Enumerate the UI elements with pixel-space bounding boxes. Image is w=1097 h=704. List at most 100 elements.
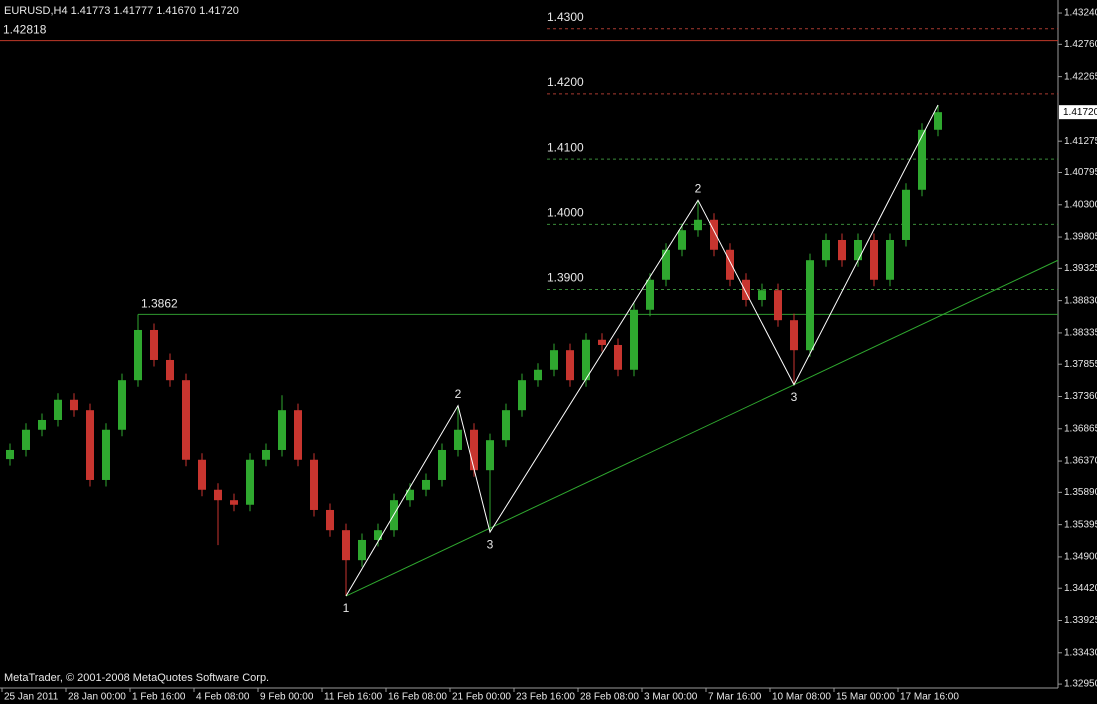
level-label: 1.4300 — [547, 10, 584, 24]
candle-body — [134, 329, 142, 381]
candle-body — [6, 449, 14, 460]
candle-body — [614, 344, 622, 370]
candle-body — [918, 129, 926, 190]
y-tick-label: 1.35395 — [1064, 519, 1097, 530]
x-tick-label: 10 Mar 08:00 — [772, 692, 831, 703]
x-tick-label: 11 Feb 16:00 — [324, 692, 383, 703]
wave-label: 3 — [791, 390, 798, 404]
x-tick-label: 28 Feb 08:00 — [580, 692, 639, 703]
candle-body — [262, 449, 270, 460]
y-tick-label: 1.36370 — [1064, 456, 1097, 467]
candle-body — [22, 429, 30, 450]
x-tick-label: 25 Jan 2011 — [4, 692, 59, 703]
candle-body — [502, 410, 510, 441]
candle-body — [566, 350, 574, 381]
y-tick-label: 1.35890 — [1064, 487, 1097, 498]
candle-body — [678, 230, 686, 250]
candle-body — [598, 339, 606, 345]
y-tick-label: 1.40300 — [1064, 199, 1097, 210]
candle-body — [86, 410, 94, 480]
x-tick-label: 16 Feb 08:00 — [388, 692, 447, 703]
candle-body — [758, 290, 766, 300]
candle-body — [934, 112, 942, 130]
wave-label: 1 — [343, 601, 350, 615]
candle-body — [694, 219, 702, 231]
chart-header: EURUSD,H4 1.41773 1.41777 1.41670 1.4172… — [4, 5, 239, 17]
candle-body — [38, 419, 46, 430]
y-tick-label: 1.43240 — [1064, 8, 1097, 19]
x-tick-label: 1 Feb 16:00 — [132, 692, 186, 703]
y-tick-label: 1.34420 — [1064, 583, 1097, 594]
candle-body — [886, 239, 894, 280]
y-tick-label: 1.42265 — [1064, 71, 1097, 82]
candle-body — [166, 359, 174, 381]
candle-body — [790, 320, 798, 351]
candle-body — [102, 429, 110, 480]
x-tick-label: 4 Feb 08:00 — [196, 692, 250, 703]
x-tick-label: 21 Feb 00:00 — [452, 692, 511, 703]
horizontal-line-label: 1.42818 — [3, 23, 47, 37]
copyright: MetaTrader, © 2001-2008 MetaQuotes Softw… — [4, 672, 269, 684]
candle-body — [246, 459, 254, 505]
y-tick-label: 1.39325 — [1064, 263, 1097, 274]
candle-body — [854, 239, 862, 261]
candle-body — [150, 329, 158, 360]
candle-body — [742, 279, 750, 300]
candle-body — [214, 489, 222, 501]
wave-line — [345, 104, 939, 597]
candle-body — [774, 290, 782, 321]
candle-body — [358, 539, 366, 561]
candle-body — [518, 380, 526, 411]
candle-body — [278, 410, 286, 450]
current-price-tag — [1059, 105, 1097, 120]
candle-body — [470, 429, 478, 471]
wave-label: 3 — [487, 537, 494, 551]
candle-body — [726, 249, 734, 280]
candle-body — [230, 500, 238, 505]
candle-body — [582, 339, 590, 381]
candle-body — [710, 219, 718, 250]
candle-body — [326, 509, 334, 531]
y-tick-label: 1.34900 — [1064, 552, 1097, 563]
x-tick-label: 3 Mar 00:00 — [644, 692, 698, 703]
x-tick-label: 28 Jan 00:00 — [68, 692, 126, 703]
candle-body — [406, 489, 414, 501]
y-tick-label: 1.33430 — [1064, 647, 1097, 658]
candle-body — [118, 380, 126, 430]
horizontal-line-label: 1.3862 — [141, 296, 178, 310]
level-label: 1.4000 — [547, 206, 584, 220]
y-tick-label: 1.42760 — [1064, 39, 1097, 50]
y-tick-label: 1.38830 — [1064, 295, 1097, 306]
x-tick-label: 23 Feb 16:00 — [516, 692, 575, 703]
candle-body — [294, 410, 302, 460]
candle-body — [646, 279, 654, 310]
y-tick-label: 1.33925 — [1064, 615, 1097, 626]
candle-body — [486, 440, 494, 471]
current-price-label: 1.41720 — [1063, 107, 1097, 118]
candle-body — [550, 350, 558, 370]
candle-body — [70, 399, 78, 411]
y-tick-label: 1.37855 — [1064, 359, 1097, 370]
candle-body — [630, 309, 638, 370]
y-tick-label: 1.38335 — [1064, 328, 1097, 339]
wave-label: 2 — [695, 181, 702, 195]
y-tick-label: 1.41275 — [1064, 136, 1097, 147]
candle-body — [310, 459, 318, 510]
candle-body — [838, 239, 846, 261]
candle-body — [822, 239, 830, 261]
candle-body — [870, 239, 878, 280]
candle-body — [182, 380, 190, 460]
candle-body — [422, 479, 430, 490]
x-tick-label: 9 Feb 00:00 — [260, 692, 314, 703]
candle-body — [806, 260, 814, 351]
y-tick-label: 1.36865 — [1064, 423, 1097, 434]
level-label: 1.4100 — [547, 140, 584, 154]
trendline — [345, 259, 1059, 597]
candle-body — [198, 459, 206, 490]
level-label: 1.3900 — [547, 271, 584, 285]
y-tick-label: 1.32950 — [1064, 679, 1097, 690]
candle-body — [662, 249, 670, 280]
candle-body — [54, 399, 62, 420]
